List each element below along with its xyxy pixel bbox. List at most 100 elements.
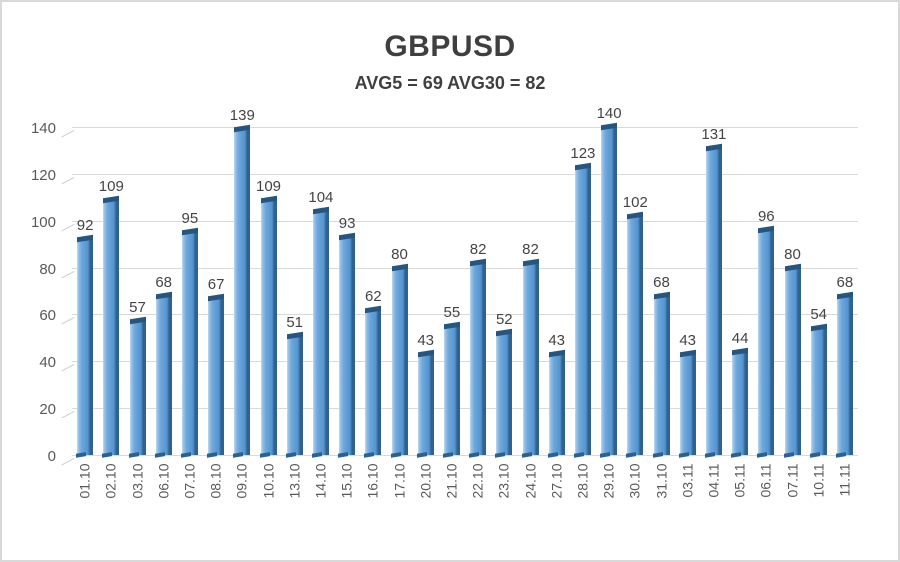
bar-value-label: 109 (98, 177, 124, 195)
bar-value-label: 102 (622, 194, 648, 212)
x-axis-label: 27.10 (548, 463, 565, 499)
bar (732, 351, 749, 455)
y-tick-label: 140 (30, 120, 56, 137)
bar (312, 211, 329, 455)
bar-value-label: 92 (76, 217, 94, 235)
x-axis-label: 10.11 (810, 463, 827, 498)
x-axis-label: 02.10 (102, 463, 119, 499)
bar-value-label: 80 (391, 245, 408, 263)
y-tick-label: 120 (30, 166, 56, 184)
bar-value-label: 82 (522, 240, 539, 258)
x-axis-label: 07.10 (181, 463, 198, 499)
bar (365, 309, 382, 455)
x-axis-label: 01.10 (76, 463, 93, 499)
x-axis-label: 24.10 (522, 463, 538, 499)
gridline (72, 127, 858, 128)
x-axis-label: 29.10 (600, 463, 617, 499)
bar-value-label: 96 (757, 208, 775, 226)
x-axis-label: 17.10 (391, 463, 407, 499)
bar (836, 295, 853, 455)
bar-value-label: 67 (207, 276, 225, 294)
x-axis-label: 05.11 (731, 463, 748, 498)
x-axis-label: 21.10 (443, 463, 460, 499)
bar-value-label: 80 (784, 245, 801, 263)
gridline (72, 314, 858, 316)
y-tick-label: 40 (39, 354, 56, 372)
bar-value-label: 139 (229, 107, 255, 125)
gridline (72, 173, 858, 175)
bar (810, 328, 827, 455)
y-tick-label: 80 (39, 260, 56, 278)
x-axis-label: 10.10 (260, 463, 276, 499)
bar (522, 262, 539, 455)
bar-value-label: 52 (495, 311, 513, 329)
bar (391, 267, 408, 455)
bar (129, 321, 146, 455)
x-axis-label: 04.11 (705, 463, 722, 498)
bar-value-label: 44 (731, 329, 749, 347)
gridline (72, 267, 858, 269)
y-tick-label: 20 (39, 401, 56, 419)
x-axis-label: 07.11 (784, 463, 800, 498)
chart-title: GBPUSD (384, 30, 516, 63)
x-axis-label: 16.10 (364, 463, 381, 499)
y-tick-label: 0 (47, 448, 56, 465)
x-axis-label: 13.10 (286, 463, 303, 499)
bar (653, 295, 670, 455)
bar-value-label: 43 (417, 332, 435, 350)
bar-value-label: 68 (836, 273, 854, 291)
chart-subtitle: AVG5 = 69 AVG30 = 82 (354, 73, 546, 93)
bar-value-label: 43 (679, 332, 697, 350)
x-axis-label: 03.11 (679, 463, 696, 498)
bar (496, 333, 513, 455)
bar (77, 239, 94, 455)
x-axis-label: 15.10 (338, 463, 355, 499)
bar (208, 298, 225, 455)
bar (181, 232, 198, 455)
x-axis-label: 31.10 (653, 463, 669, 499)
bar (103, 199, 120, 455)
bar (758, 230, 775, 455)
y-tick-label: 100 (30, 213, 56, 231)
bar (679, 354, 696, 455)
bar (627, 216, 644, 455)
bar (443, 326, 460, 455)
bar (470, 262, 487, 455)
x-axis-label: 11.11 (836, 463, 853, 497)
bar (260, 199, 277, 455)
gridline (72, 408, 858, 410)
bar-value-label: 43 (548, 332, 566, 350)
bar-value-label: 55 (443, 304, 461, 322)
bar-value-label: 54 (810, 306, 828, 324)
x-axis-label: 14.10 (312, 463, 329, 499)
bar-value-label: 51 (286, 313, 304, 331)
bar-value-label: 68 (155, 273, 173, 291)
gridline (72, 220, 858, 222)
bar-value-label: 68 (653, 273, 670, 291)
bar (705, 148, 722, 455)
x-axis-label: 06.11 (757, 463, 774, 498)
x-axis-label: 03.10 (129, 463, 145, 499)
bar-value-label: 93 (338, 215, 356, 233)
bar (339, 237, 356, 455)
y-tick-label: 60 (39, 307, 56, 325)
bar-value-label: 140 (596, 105, 622, 122)
x-axis-label: 30.10 (626, 463, 643, 499)
bar-value-label: 131 (701, 126, 727, 144)
x-axis-label: 28.10 (574, 463, 591, 499)
bar-value-label: 57 (129, 299, 146, 317)
bar (784, 267, 801, 455)
bar (155, 295, 172, 455)
bar (286, 335, 303, 455)
x-axis-label: 09.10 (233, 463, 250, 499)
bar-value-label: 62 (364, 287, 382, 305)
bar (601, 127, 618, 455)
x-axis-label: 20.10 (417, 463, 434, 499)
x-axis-baseline (72, 455, 858, 456)
bar (234, 129, 251, 455)
bar (548, 354, 565, 455)
x-axis-label: 08.10 (207, 463, 224, 499)
bar (574, 166, 591, 455)
